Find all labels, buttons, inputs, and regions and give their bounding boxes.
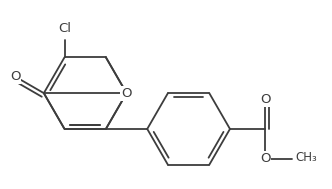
Text: Cl: Cl <box>58 22 71 35</box>
Text: CH₃: CH₃ <box>295 151 317 164</box>
Text: O: O <box>10 70 21 83</box>
Text: O: O <box>260 93 270 106</box>
Text: O: O <box>121 87 132 100</box>
Text: O: O <box>260 152 270 165</box>
